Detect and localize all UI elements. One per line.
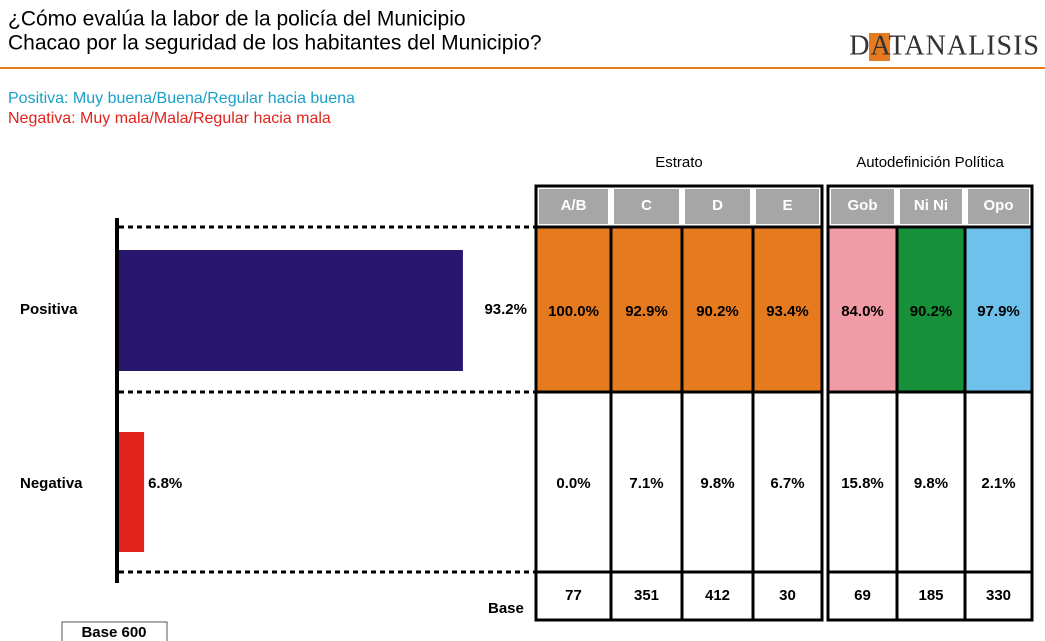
logo: DATANALISIS [849,30,1040,61]
header-cell [539,189,608,224]
cell-value: 6.7% [770,475,804,492]
header-cell [614,189,679,224]
cell-value: 100.0% [548,303,599,320]
cell-value: 9.8% [700,475,734,492]
cell-value: 92.9% [625,303,668,320]
bar [119,432,145,552]
title: Chacao por la seguridad de los habitante… [8,32,542,55]
column-header: Gob [848,197,878,214]
positive-cell [963,225,1034,394]
base-value: 412 [705,587,730,604]
base-cell [680,570,755,622]
cell-value: 2.1% [981,475,1015,492]
bar [119,250,463,371]
category-label: Negativa [20,475,83,492]
title: ¿Cómo evalúa la labor de la policía del … [8,8,466,31]
positive-cell [751,225,824,394]
cell-value: 97.9% [977,303,1020,320]
header-cell [831,189,894,224]
column-header: D [712,197,723,214]
base-value: 69 [854,587,871,604]
negative-cell [751,390,824,574]
base-cell [826,570,899,622]
base-cell [963,570,1034,622]
base-note: Base 600 [81,624,146,641]
legend-negative: Negativa: Muy mala/Mala/Regular hacia ma… [8,110,331,127]
header-cell [685,189,750,224]
group-label: Estrato [655,154,703,171]
column-header: Ni Ni [914,197,948,214]
base-box [61,621,168,641]
positive-cell [895,225,967,394]
base-value: 330 [986,587,1011,604]
cell-value: 0.0% [556,475,590,492]
base-cell [751,570,824,622]
cell-value: 7.1% [629,475,663,492]
cell-value: 93.4% [766,303,809,320]
group-label: Autodefinición Política [856,154,1004,171]
base-value: 30 [779,587,796,604]
cell-value: 90.2% [910,303,953,320]
logo-highlight [869,33,890,61]
base-label: Base [488,600,524,617]
header-cell [756,189,819,224]
cell-value: 90.2% [696,303,739,320]
category-label: Positiva [20,301,78,318]
cell-value: 15.8% [841,475,884,492]
base-value: 77 [565,587,582,604]
column-header: A/B [561,197,587,214]
cell-value: 84.0% [841,303,884,320]
positive-cell [609,225,684,394]
column-header: E [782,197,792,214]
cell-value: 9.8% [914,475,948,492]
header-cell [968,189,1029,224]
value-label: 93.2% [484,301,527,318]
column-header: Opo [984,197,1014,214]
column-header: C [641,197,652,214]
legend-positive: Positiva: Muy buena/Buena/Regular hacia … [8,90,355,107]
base-value: 185 [918,587,943,604]
header-cell [900,189,962,224]
negative-cell [895,390,967,574]
negative-cell [963,390,1034,574]
base-value: 351 [634,587,659,604]
value-label: 6.8% [148,475,182,492]
